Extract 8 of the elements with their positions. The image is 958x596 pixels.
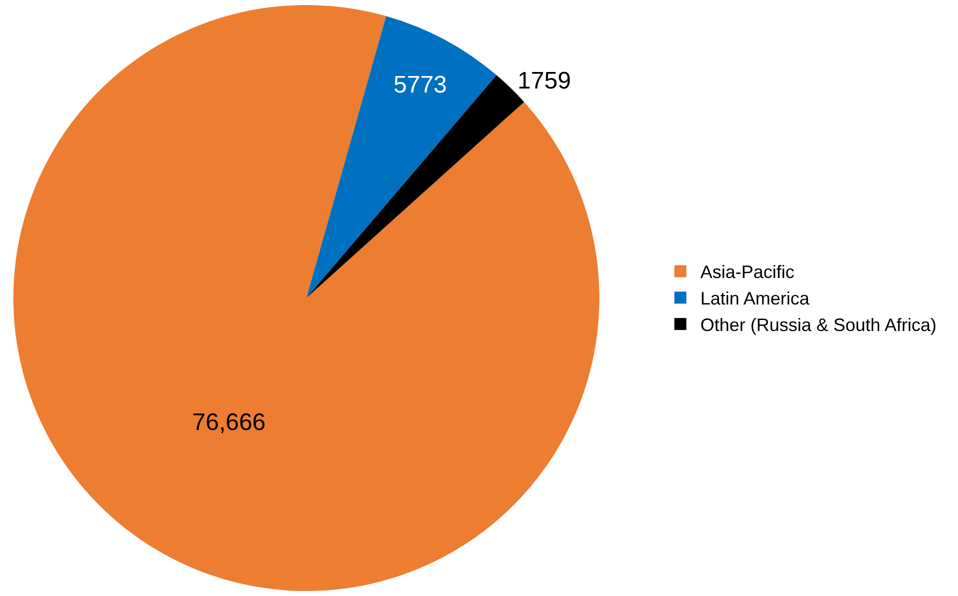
pie-slice [306,16,497,298]
legend-label: Asia-Pacific [700,262,794,282]
pie-slice [14,5,600,591]
legend-label: Other (Russia & South Africa) [700,315,936,336]
data-label: 76,666 [192,408,266,436]
data-label: 5773 [394,72,447,99]
legend-label: Latin America [700,288,810,309]
data-label: 1759 [518,68,571,95]
